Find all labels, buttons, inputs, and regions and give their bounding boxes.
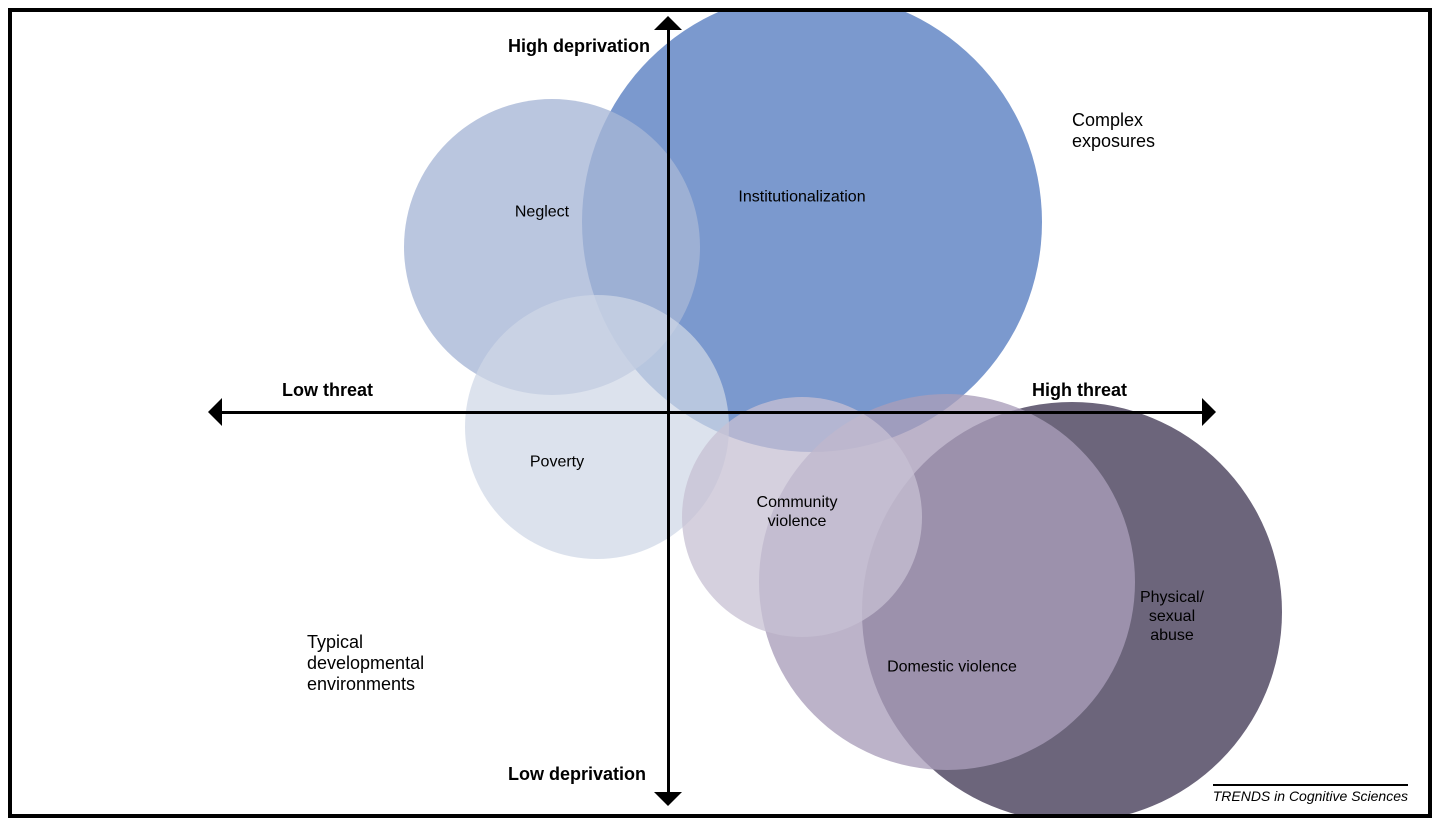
quadrant-label-typical-developmental: Typicaldevelopmentalenvironments — [307, 632, 424, 695]
x-axis-arrow-left-icon — [208, 398, 222, 426]
bubble-label-domestic-violence: Domestic violence — [887, 657, 1017, 676]
bubble-label-neglect: Neglect — [515, 202, 569, 221]
bubble-label-institutionalization: Institutionalization — [738, 187, 865, 206]
y-axis-line — [667, 30, 670, 792]
x-axis-label-right: High threat — [1032, 380, 1127, 401]
y-axis-label-top: High deprivation — [508, 36, 650, 57]
source-credit: TRENDS in Cognitive Sciences — [1213, 784, 1408, 804]
x-axis-line — [222, 411, 1202, 414]
y-axis-arrow-down-icon — [654, 792, 682, 806]
bubble-label-poverty: Poverty — [530, 452, 584, 471]
x-axis-arrow-right-icon — [1202, 398, 1216, 426]
bubble-label-community-violence: Communityviolence — [757, 493, 838, 531]
y-axis-arrow-up-icon — [654, 16, 682, 30]
x-axis-label-left: Low threat — [282, 380, 373, 401]
bubble-label-physical-sexual-abuse: Physical/sexualabuse — [1140, 588, 1204, 646]
y-axis-label-bottom: Low deprivation — [508, 764, 646, 785]
diagram-frame: Low threat High threat High deprivation … — [8, 8, 1432, 818]
quadrant-label-complex-exposures: Complexexposures — [1072, 110, 1155, 152]
plot-area: Low threat High threat High deprivation … — [12, 12, 1428, 814]
